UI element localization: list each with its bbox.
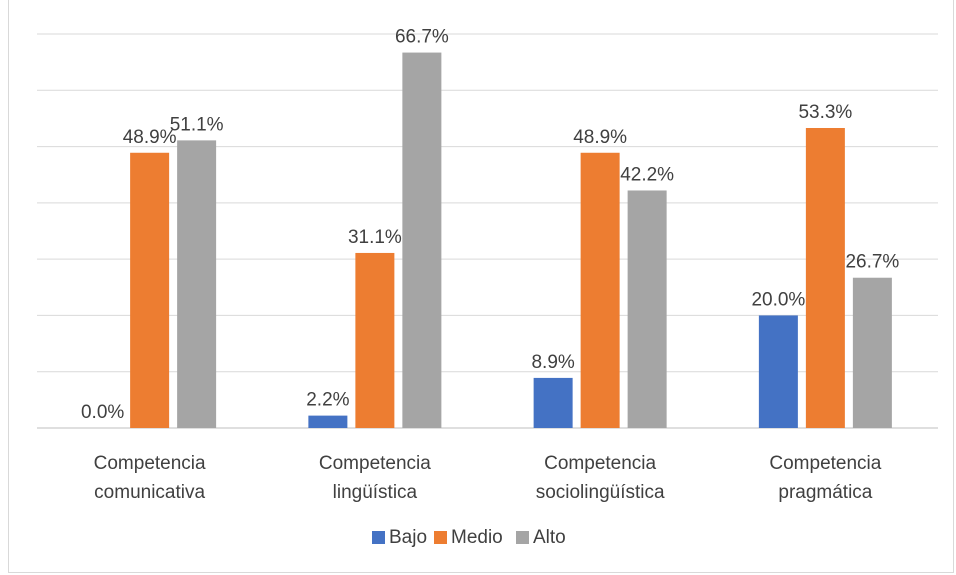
legend-swatch-medio: [434, 531, 447, 544]
chart-frame: [8, 0, 954, 573]
bars: [130, 52, 892, 429]
category-label: Competencia: [94, 453, 206, 474]
bar-bajo-1: [308, 415, 348, 428]
legend-label: Bajo: [389, 527, 427, 548]
bar-bajo-3: [758, 315, 798, 428]
bar-medio-2: [580, 152, 620, 428]
category-label: Competencia: [769, 453, 881, 474]
bar-alto-3: [852, 277, 892, 428]
bar-medio-0: [130, 152, 170, 428]
category-label: Competencia: [319, 453, 431, 474]
data-label: 48.9%: [573, 127, 627, 148]
category-labels: Competencia comunicativa Competencia lingüí…: [94, 453, 882, 503]
category-label: sociolingüística: [536, 482, 665, 503]
data-labels: 0.0%48.9%51.1%2.2%31.1%66.7%8.9%48.9%42.…: [81, 27, 899, 423]
data-label: 8.9%: [531, 352, 574, 373]
bar-bajo-2: [533, 377, 573, 428]
data-label: 31.1%: [348, 227, 402, 248]
data-label: 20.0%: [751, 289, 805, 310]
bar-alto-2: [627, 190, 667, 428]
data-label: 2.2%: [306, 390, 349, 411]
bar-alto-0: [177, 140, 217, 428]
bar-medio-1: [355, 252, 395, 428]
legend-swatch-bajo: [372, 531, 385, 544]
category-label: lingüística: [333, 482, 418, 503]
category-label: Competencia: [544, 453, 656, 474]
legend-label: Alto: [533, 527, 566, 548]
legend-label: Medio: [451, 527, 503, 548]
legend: Bajo Medio Alto: [372, 527, 566, 548]
data-label: 51.1%: [170, 114, 224, 135]
category-label: pragmática: [778, 482, 872, 503]
bar-medio-3: [805, 127, 845, 429]
data-label: 48.9%: [123, 127, 177, 148]
gridlines: [37, 33, 938, 429]
data-label: 66.7%: [395, 27, 449, 48]
legend-swatch-alto: [516, 531, 529, 544]
data-label: 26.7%: [845, 252, 899, 273]
data-label: 42.2%: [620, 164, 674, 185]
category-label: comunicativa: [94, 482, 205, 503]
bar-alto-1: [402, 52, 442, 429]
data-label: 0.0%: [81, 402, 124, 423]
data-label: 53.3%: [798, 102, 852, 123]
